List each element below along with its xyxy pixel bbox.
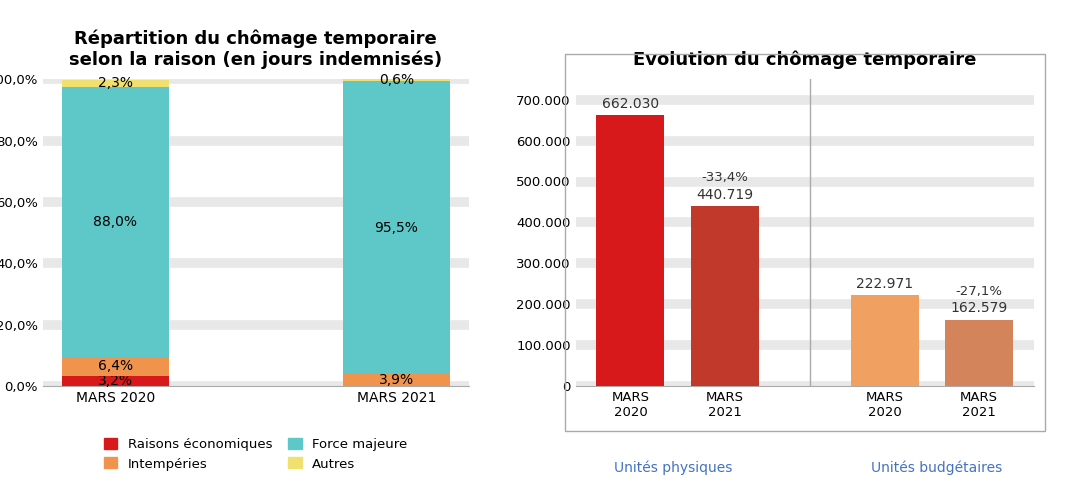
Bar [62, 80, 168, 87]
Bar [597, 115, 664, 386]
Text: 662.030: 662.030 [602, 97, 659, 111]
Bar [62, 356, 168, 376]
Bar [343, 374, 450, 386]
Text: Unités physiques: Unités physiques [614, 460, 732, 475]
Bar [851, 295, 919, 386]
Title: Evolution du chômage temporaire: Evolution du chômage temporaire [633, 51, 976, 69]
Text: -27,1%: -27,1% [956, 285, 1003, 298]
Text: 2,3%: 2,3% [98, 76, 133, 90]
Bar [691, 206, 759, 386]
Text: 3,2%: 3,2% [98, 374, 133, 388]
Bar [62, 376, 168, 386]
Text: 162.579: 162.579 [951, 301, 1007, 315]
Title: Répartition du chômage temporaire
selon la raison (en jours indemnisés): Répartition du chômage temporaire selon … [69, 29, 442, 69]
Text: 3,9%: 3,9% [378, 373, 414, 387]
Text: 95,5%: 95,5% [374, 221, 418, 235]
Text: 222.971: 222.971 [856, 277, 914, 291]
Bar [343, 79, 450, 81]
Bar [62, 87, 168, 356]
Text: 6,4%: 6,4% [98, 359, 133, 373]
Legend: Raisons économiques, Intempéries, Force majeure, Autres: Raisons économiques, Intempéries, Force … [99, 433, 413, 476]
Bar [343, 81, 450, 374]
Text: 88,0%: 88,0% [94, 215, 138, 229]
Bar [946, 320, 1013, 386]
Text: 0,6%: 0,6% [378, 73, 414, 87]
Text: -33,4%: -33,4% [701, 171, 748, 185]
Text: Unités budgétaires: Unités budgétaires [871, 460, 1002, 475]
Text: 440.719: 440.719 [696, 188, 754, 201]
